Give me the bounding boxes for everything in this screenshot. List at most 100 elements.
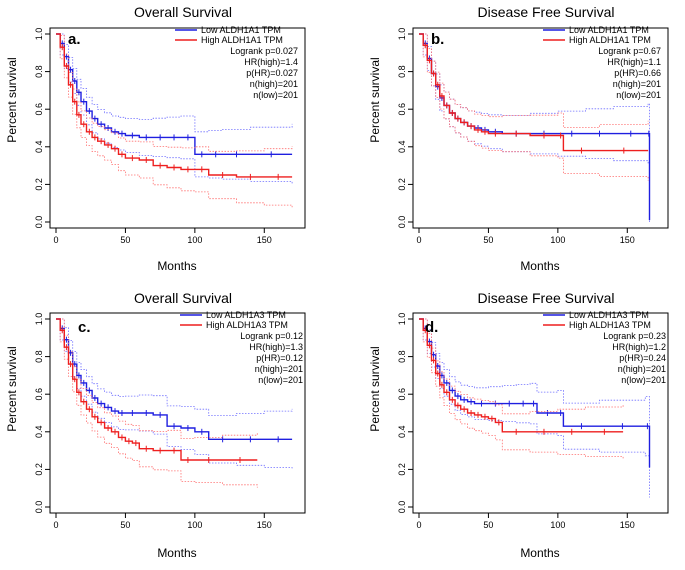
panel-letter: b. (431, 31, 444, 48)
y-tick-label: 0.2 (397, 463, 407, 476)
legend: Low ALDH1A1 TPM High ALDH1A1 TPM (175, 25, 283, 45)
panel-b-disease-free-survival-aldh1a1: Disease Free Survival Percent survival M… (368, 4, 669, 273)
stats-box: Logrank p=0.67 HR(high)=1.1 p(HR)=0.66 n… (598, 46, 661, 100)
y-tick-label: 0.8 (34, 350, 44, 363)
chart-title: Overall Survival (134, 290, 232, 306)
panel-a-overall-survival-aldh1a1: Overall Survival Percent survival Months… (5, 4, 306, 273)
stat-p-hr: p(HR)=0.24 (619, 353, 666, 363)
y-tick-label: 0.4 (34, 426, 44, 439)
y-tick-label: 0.0 (34, 216, 44, 229)
stat-logrank: Logrank p=0.027 (230, 46, 298, 56)
y-tick-label: 0.2 (34, 463, 44, 476)
plot-area: 0.0 0.2 0.4 0.6 0.8 1.0 0 50 100 150 (397, 27, 669, 245)
x-tick-label: 0 (53, 520, 58, 530)
ci-lower-high (56, 318, 258, 488)
stat-p-hr: p(HR)=0.66 (614, 68, 661, 78)
stats-box: Logrank p=0.12 HR(high)=1.3 p(HR)=0.12 n… (240, 331, 303, 385)
y-tick-label: 0.0 (397, 216, 407, 229)
x-tick-label: 100 (550, 235, 565, 245)
ci-upper-low (56, 318, 293, 416)
plot-area: 0.0 0.2 0.4 0.6 0.8 1.0 0 50 100 150 (397, 312, 669, 530)
y-axis-label: Percent survival (368, 57, 382, 142)
plot-frame (412, 312, 669, 514)
panel-d-disease-free-survival-aldh1a3: Disease Free Survival Percent survival M… (368, 290, 669, 560)
ci-lower-high (419, 318, 624, 460)
panel-letter: a. (68, 31, 81, 48)
survival-curve-high (419, 33, 649, 152)
x-axis-label: Months (520, 259, 559, 273)
x-tick-label: 150 (257, 520, 272, 530)
legend: Low ALDH1A1 TPM High ALDH1A1 TPM (543, 25, 651, 45)
stat-n-high: n(high)=201 (250, 79, 298, 89)
ci-upper-low (56, 33, 293, 133)
plot-area: 0.0 0.2 0.4 0.6 0.8 1.0 0 50 100 150 (34, 27, 306, 245)
survival-curve-high (419, 318, 624, 433)
ci-upper-high (56, 318, 258, 439)
chart-title: Disease Free Survival (478, 290, 615, 306)
ci-lower-high (56, 33, 293, 208)
y-tick-label: 1.0 (34, 28, 44, 41)
stat-hr: HR(high)=1.1 (607, 57, 661, 67)
plot-frame (49, 27, 306, 229)
y-tick-label: 0.2 (397, 178, 407, 191)
stat-logrank: Logrank p=0.67 (598, 46, 661, 56)
x-tick-label: 50 (483, 235, 493, 245)
x-tick-label: 0 (416, 520, 421, 530)
stat-n-low: n(low)=201 (253, 90, 298, 100)
x-tick-label: 150 (620, 235, 635, 245)
legend-low-label: Low ALDH1A3 TPM (569, 310, 649, 320)
x-tick-label: 50 (120, 235, 130, 245)
stat-n-high: n(high)=201 (255, 364, 303, 374)
stat-hr: HR(high)=1.4 (244, 57, 298, 67)
chart-title: Disease Free Survival (478, 4, 615, 20)
legend-high-label: High ALDH1A1 TPM (201, 35, 283, 45)
legend-low-label: Low ALDH1A1 TPM (201, 25, 281, 35)
y-tick-label: 0.2 (34, 178, 44, 191)
y-axis-label: Percent survival (5, 346, 19, 431)
stat-n-low: n(low)=201 (258, 375, 303, 385)
stats-box: Logrank p=0.23 HR(high)=1.2 p(HR)=0.24 n… (603, 331, 666, 385)
y-tick-label: 0.4 (397, 141, 407, 154)
y-tick-label: 0.8 (397, 65, 407, 78)
y-tick-label: 1.0 (34, 313, 44, 326)
x-tick-label: 50 (120, 520, 130, 530)
survival-curve-high (56, 318, 258, 461)
ci-upper-high (419, 33, 649, 128)
ci-lower-low (419, 318, 650, 498)
y-tick-label: 0.6 (397, 103, 407, 116)
x-tick-label: 100 (187, 520, 202, 530)
stat-n-low: n(low)=201 (616, 90, 661, 100)
x-tick-label: 50 (483, 520, 493, 530)
y-tick-label: 0.6 (397, 388, 407, 401)
ci-upper-high (419, 318, 624, 415)
stat-p-hr: p(HR)=0.12 (256, 353, 303, 363)
x-axis-label: Months (157, 546, 196, 560)
x-tick-label: 0 (53, 235, 58, 245)
plot-area: 0.0 0.2 0.4 0.6 0.8 1.0 0 50 100 150 (34, 312, 306, 530)
x-axis-label: Months (157, 259, 196, 273)
x-tick-label: 0 (416, 235, 421, 245)
stat-hr: HR(high)=1.2 (612, 342, 666, 352)
x-tick-label: 150 (620, 520, 635, 530)
stat-logrank: Logrank p=0.23 (603, 331, 666, 341)
x-axis-label: Months (520, 546, 559, 560)
stat-hr: HR(high)=1.3 (249, 342, 303, 352)
y-tick-label: 0.4 (34, 141, 44, 154)
legend: Low ALDH1A3 TPM High ALDH1A3 TPM (180, 310, 288, 330)
y-tick-label: 1.0 (397, 28, 407, 41)
y-axis-label: Percent survival (368, 346, 382, 431)
x-tick-label: 150 (257, 235, 272, 245)
stat-n-high: n(high)=201 (618, 364, 666, 374)
legend-high-label: High ALDH1A3 TPM (206, 320, 288, 330)
legend-high-label: High ALDH1A1 TPM (569, 35, 651, 45)
plot-frame (412, 27, 669, 229)
ci-upper-high (56, 33, 293, 152)
panel-letter: d. (425, 319, 438, 336)
x-tick-label: 100 (187, 235, 202, 245)
legend: Low ALDH1A3 TPM High ALDH1A3 TPM (543, 310, 651, 330)
y-tick-label: 0.8 (397, 350, 407, 363)
y-tick-label: 0.8 (34, 65, 44, 78)
y-tick-label: 1.0 (397, 313, 407, 326)
legend-low-label: Low ALDH1A3 TPM (206, 310, 286, 320)
stat-p-hr: p(HR)=0.027 (246, 68, 298, 78)
